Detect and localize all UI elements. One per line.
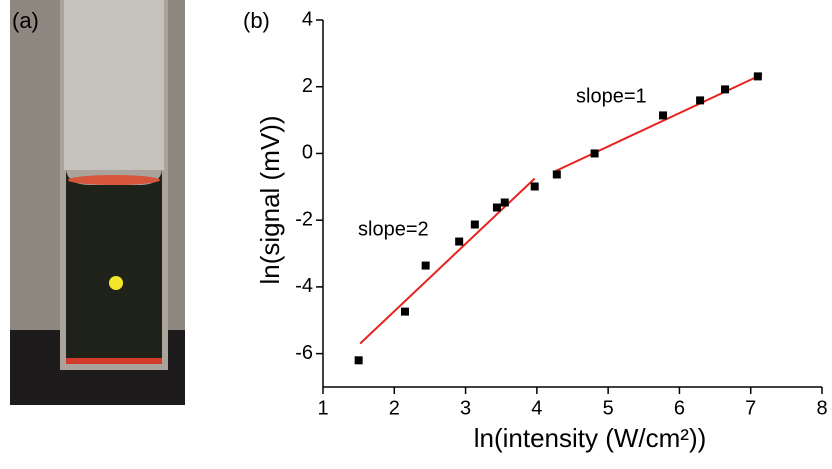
data-point: [455, 237, 464, 246]
data-point: [400, 307, 409, 316]
data-point: [590, 149, 599, 158]
data-point: [659, 111, 668, 120]
x-tick-label: 1: [317, 397, 328, 419]
data-point: [492, 203, 501, 212]
y-tick-label: -2: [295, 208, 313, 230]
x-tick-label: 5: [603, 397, 614, 419]
meniscus: [68, 175, 160, 185]
emission-spot: [109, 276, 123, 290]
data-point: [696, 96, 705, 105]
x-tick-label: 6: [674, 397, 685, 419]
x-tick-label: 7: [745, 397, 756, 419]
x-tick-label: 3: [460, 397, 471, 419]
data-point: [500, 198, 509, 207]
data-point: [721, 85, 730, 94]
x-tick-label: 8: [816, 397, 827, 419]
liquid: [66, 170, 162, 360]
panel-label: (a): [12, 8, 39, 33]
data-point: [530, 182, 539, 191]
y-tick-label: 2: [302, 75, 313, 97]
data-point: [552, 170, 561, 179]
x-axis-label: ln(intensity (W/cm²)): [474, 423, 707, 453]
y-tick-label: 4: [302, 8, 313, 30]
data-point: [421, 261, 430, 270]
x-tick-label: 4: [531, 397, 542, 419]
data-point: [753, 72, 762, 81]
photo: [10, 0, 185, 405]
data-point: [470, 220, 479, 229]
x-tick-label: 2: [389, 397, 400, 419]
data-point: [354, 356, 363, 365]
annotation: slope=1: [576, 85, 647, 107]
cuvette-air: [64, 0, 164, 170]
y-tick-label: 0: [302, 142, 313, 164]
y-axis-label: ln(signal (mV)): [255, 115, 285, 284]
y-tick-label: -6: [295, 342, 313, 364]
panel-label: (b): [243, 8, 270, 33]
y-tick-label: -4: [295, 275, 313, 297]
annotation: slope=2: [358, 218, 429, 240]
cuvette-base: [66, 358, 162, 364]
